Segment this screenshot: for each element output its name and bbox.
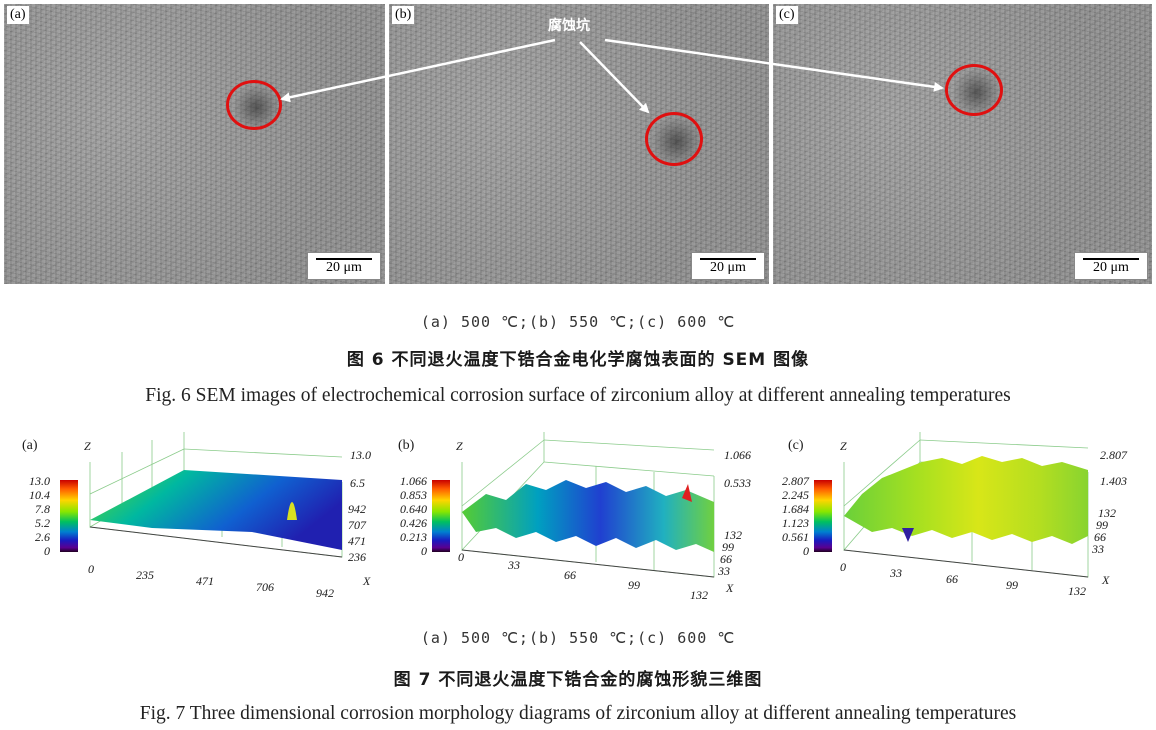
- panel-label: (c): [776, 6, 798, 24]
- y-tick: 942: [348, 502, 366, 516]
- colorbar-tick: 0.426: [400, 516, 427, 530]
- colorbar: [60, 480, 78, 552]
- corrosion-pit-circle: [945, 64, 1003, 116]
- z-tick: 6.5: [350, 476, 365, 490]
- plot3d-c: (c) 2.807 2.245 1.684 1.123 0.561 0: [782, 432, 1154, 610]
- colorbar-tick: 13.0: [29, 474, 50, 488]
- x-tick: 471: [196, 574, 214, 588]
- sem-image-c: (c) 20 μm: [773, 4, 1152, 284]
- axis-x-label: X: [725, 581, 734, 595]
- x-tick: 66: [564, 568, 576, 582]
- y-tick: 66: [720, 552, 732, 566]
- x-tick: 0: [458, 550, 464, 564]
- colorbar-tick: 1.123: [782, 516, 809, 530]
- y-tick: 33: [718, 564, 730, 578]
- surface-plot: Z X: [84, 432, 371, 588]
- figure7-subcaption: (a) 500 ℃;(b) 550 ℃;(c) 600 ℃: [420, 629, 736, 647]
- scale-bar: 20 μm: [1074, 252, 1148, 280]
- figure7-caption-cn: 图 7 不同退火温度下锆合金的腐蚀形貌三维图: [393, 670, 763, 690]
- colorbar: [814, 480, 832, 552]
- figure7-caption-en: Fig. 7 Three dimensional corrosion morph…: [139, 703, 1017, 724]
- x-tick: 132: [690, 588, 708, 602]
- y-tick: 236: [348, 550, 366, 564]
- axis-x-label: X: [1101, 573, 1110, 587]
- axis-x-label: X: [362, 574, 371, 588]
- figure6-caption-cn: 图 6 不同退火温度下锆合金电化学腐蚀表面的 SEM 图像: [346, 350, 810, 370]
- axis-z-label: Z: [456, 439, 463, 453]
- colorbar-tick: 7.8: [35, 502, 50, 516]
- colorbar-tick: 0.561: [782, 530, 809, 544]
- axis-z-label: Z: [84, 439, 91, 453]
- y-tick: 99: [722, 540, 734, 554]
- plot3d-a: (a) 13.0 10.4 7.8 5.2 2.6 0: [22, 432, 390, 610]
- x-tick: 132: [1068, 584, 1086, 598]
- sem-image-b: (b) 20 μm: [389, 4, 769, 284]
- y-tick: 132: [724, 528, 742, 542]
- x-tick: 33: [890, 566, 902, 580]
- colorbar-tick: 0.213: [400, 530, 427, 544]
- y-tick: 33: [1092, 542, 1104, 556]
- z-tick: 13.0: [350, 448, 371, 462]
- corrosion-pit-circle: [645, 112, 703, 166]
- x-tick: 235: [136, 568, 154, 582]
- scale-bar-label: 20 μm: [326, 260, 362, 275]
- panel-label: (b): [398, 438, 415, 453]
- scale-bar-line: [1083, 258, 1139, 260]
- figure6-subcaption: (a) 500 ℃;(b) 550 ℃;(c) 600 ℃: [420, 313, 736, 331]
- colorbar: [432, 480, 450, 552]
- colorbar-tick: 5.2: [35, 516, 50, 530]
- colorbar-tick: 10.4: [29, 488, 50, 502]
- x-tick: 99: [1006, 578, 1018, 592]
- arrow-to-pit-c: [604, 38, 944, 92]
- sem-image-a: (a) 20 μm: [4, 4, 385, 284]
- y-tick: 99: [1096, 518, 1108, 532]
- z-tick: 2.807: [1100, 448, 1127, 462]
- y-tick: 66: [1094, 530, 1106, 544]
- scale-bar-line: [700, 258, 756, 260]
- x-tick: 0: [88, 562, 94, 576]
- y-tick: 707: [348, 518, 366, 532]
- colorbar-tick: 0: [803, 544, 809, 558]
- colorbar-tick: 2.6: [35, 530, 50, 544]
- colorbar-tick: 2.245: [782, 488, 809, 502]
- colorbar-tick: 0: [421, 544, 427, 558]
- arrow-to-pit-b: [579, 41, 650, 114]
- colorbar-tick: 1.066: [400, 474, 427, 488]
- figure6-caption-en: Fig. 6 SEM images of electrochemical cor…: [145, 385, 1011, 406]
- surface-plot: Z X: [840, 432, 1110, 587]
- scale-bar-label: 20 μm: [710, 260, 746, 275]
- panel-label: (c): [788, 438, 804, 453]
- colorbar-tick: 0: [44, 544, 50, 558]
- corrosion-pit-circle: [226, 80, 282, 130]
- z-tick: 1.403: [1100, 474, 1127, 488]
- x-tick: 942: [316, 586, 334, 600]
- panel-label: (b): [392, 6, 415, 24]
- annotation-arrows: [280, 38, 944, 114]
- corrosion-pit-annotation: 腐蚀坑: [548, 18, 590, 34]
- scale-bar-line: [316, 258, 372, 260]
- plot3d-b: (b) 1.066 0.853 0.640 0.426 0.213 0: [396, 432, 774, 610]
- panel-label: (a): [7, 6, 29, 24]
- x-tick: 99: [628, 578, 640, 592]
- colorbar-tick: 1.684: [782, 502, 809, 516]
- surface-plot: Z X: [456, 432, 734, 595]
- y-tick: 471: [348, 534, 366, 548]
- scale-bar: 20 μm: [691, 252, 765, 280]
- x-tick: 33: [508, 558, 520, 572]
- scale-bar-label: 20 μm: [1093, 260, 1129, 275]
- x-tick: 0: [840, 560, 846, 574]
- x-tick: 706: [256, 580, 274, 594]
- colorbar-tick: 2.807: [782, 474, 809, 488]
- colorbar-tick: 0.853: [400, 488, 427, 502]
- z-tick: 1.066: [724, 448, 751, 462]
- scale-bar: 20 μm: [307, 252, 381, 280]
- axis-z-label: Z: [840, 439, 847, 453]
- z-tick: 0.533: [724, 476, 751, 490]
- y-tick: 132: [1098, 506, 1116, 520]
- panel-label: (a): [22, 438, 38, 453]
- arrow-to-pit-a: [280, 38, 556, 103]
- x-tick: 66: [946, 572, 958, 586]
- colorbar-tick: 0.640: [400, 502, 427, 516]
